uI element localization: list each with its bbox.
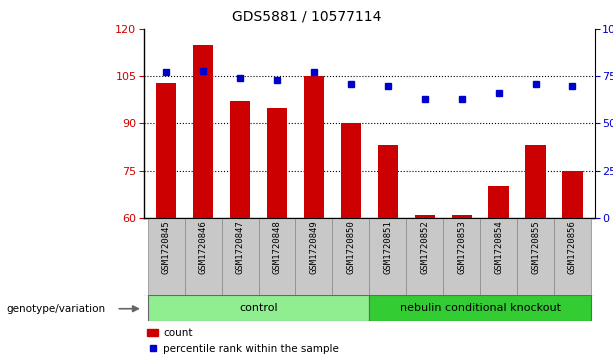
Bar [378, 146, 398, 218]
Bar [562, 171, 582, 218]
Text: GSM1720847: GSM1720847 [235, 220, 245, 274]
Text: GSM1720846: GSM1720846 [199, 220, 208, 274]
Bar [185, 218, 222, 296]
Legend: count, percentile rank within the sample: count, percentile rank within the sample [143, 324, 343, 358]
Bar [517, 218, 554, 296]
Bar [554, 218, 591, 296]
Bar [267, 108, 287, 218]
Bar [295, 218, 332, 296]
Text: GSM1720849: GSM1720849 [310, 220, 318, 274]
Bar [414, 215, 435, 218]
Bar [452, 215, 472, 218]
Text: GSM1720853: GSM1720853 [457, 220, 466, 274]
Bar [369, 295, 591, 321]
Text: GSM1720848: GSM1720848 [273, 220, 281, 274]
Text: GSM1720850: GSM1720850 [346, 220, 356, 274]
Text: GDS5881 / 10577114: GDS5881 / 10577114 [232, 9, 381, 23]
Bar [304, 76, 324, 218]
Bar [369, 218, 406, 296]
Text: control: control [239, 303, 278, 313]
Text: genotype/variation: genotype/variation [6, 304, 105, 314]
Bar [193, 45, 213, 218]
Bar [406, 218, 443, 296]
Bar [230, 101, 250, 218]
Text: GSM1720845: GSM1720845 [162, 220, 170, 274]
Bar [148, 295, 369, 321]
Text: GSM1720852: GSM1720852 [421, 220, 429, 274]
Bar [489, 186, 509, 218]
Bar [222, 218, 259, 296]
Bar [525, 146, 546, 218]
Bar [443, 218, 480, 296]
Bar [148, 218, 185, 296]
Bar [480, 218, 517, 296]
Bar [332, 218, 369, 296]
Text: GSM1720855: GSM1720855 [531, 220, 540, 274]
Bar [156, 82, 177, 218]
Text: nebulin conditional knockout: nebulin conditional knockout [400, 303, 561, 313]
Text: GSM1720851: GSM1720851 [383, 220, 392, 274]
Text: GSM1720854: GSM1720854 [494, 220, 503, 274]
Bar [259, 218, 295, 296]
Bar [341, 123, 361, 218]
Text: GSM1720856: GSM1720856 [568, 220, 577, 274]
